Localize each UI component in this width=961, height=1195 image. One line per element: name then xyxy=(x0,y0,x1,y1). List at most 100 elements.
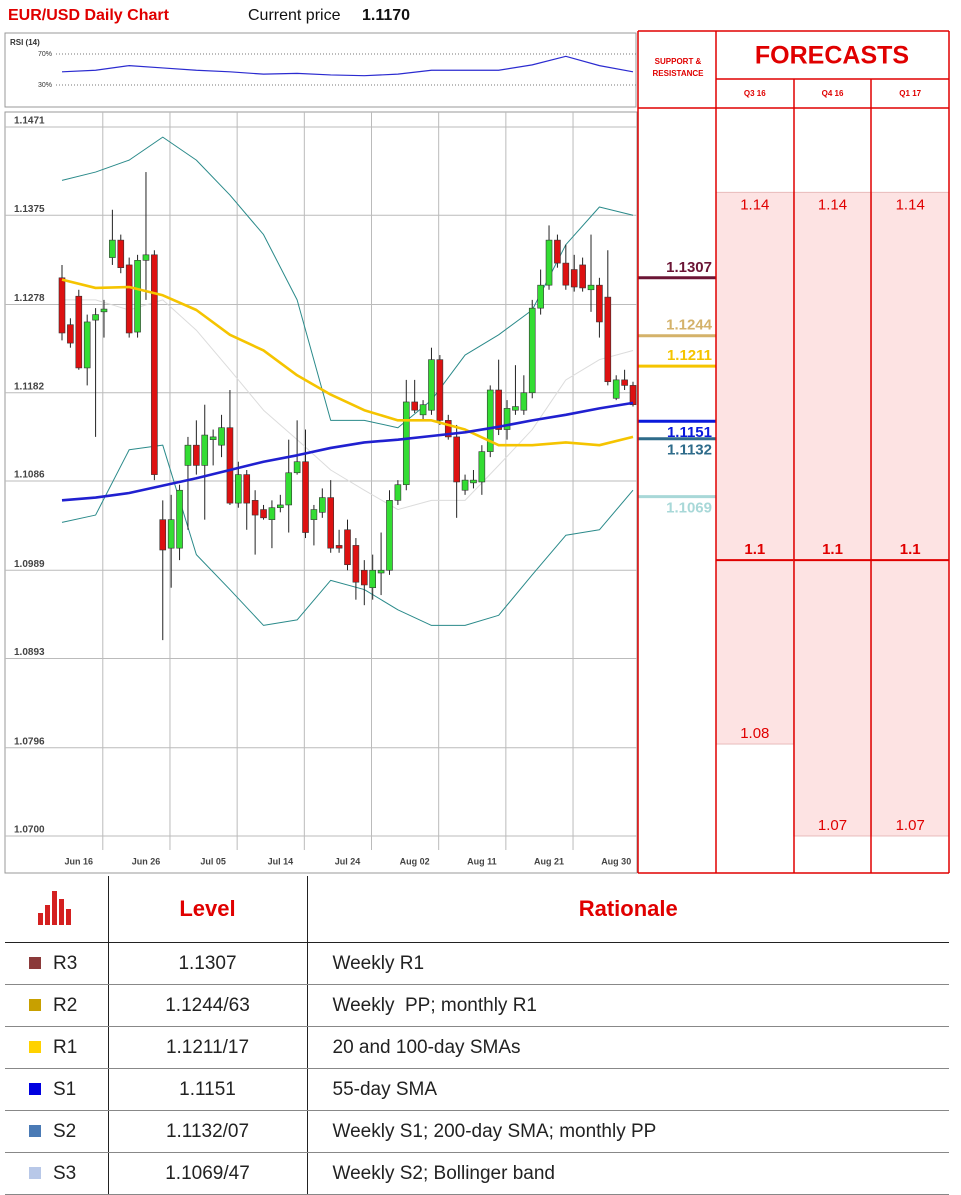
x-tick-label: Jun 26 xyxy=(132,856,161,866)
y-tick-label: 30% xyxy=(38,82,52,89)
level-label: 1.1132 xyxy=(667,442,712,459)
table-row: S1 1.1151 55-day SMA xyxy=(5,1068,949,1111)
row-name: S3 xyxy=(53,1162,77,1184)
candle-body xyxy=(419,404,427,416)
forecast-low: 1.07 xyxy=(818,817,847,834)
forecast-mid-label: 1.1 xyxy=(744,541,765,558)
row-name-cell: S2 xyxy=(5,1110,109,1153)
candle-body xyxy=(394,484,402,501)
color-swatch xyxy=(29,957,41,970)
candle-body xyxy=(579,264,586,289)
table-row: R3 1.1307 Weekly R1 xyxy=(5,942,949,985)
icon-bar xyxy=(38,913,44,925)
candle-body xyxy=(528,307,536,394)
forecast-high: 1.14 xyxy=(740,196,769,213)
candle-body xyxy=(251,500,259,516)
forecast-mid-label: 1.1 xyxy=(822,541,843,558)
x-tick-label: Aug 30 xyxy=(601,856,631,866)
table-row: S2 1.1132/07 Weekly S1; 200-day SMA; month… xyxy=(5,1110,949,1153)
table-row: S3 1.1069/47 Weekly S2; Bollinger band xyxy=(5,1152,949,1195)
row-name: S1 xyxy=(53,1078,77,1100)
candle-body xyxy=(461,479,469,491)
candle-body xyxy=(344,529,351,566)
candle-body xyxy=(285,472,293,506)
row-name: R3 xyxy=(53,952,78,974)
rsi-line xyxy=(61,55,634,77)
forecast-high: 1.14 xyxy=(896,196,925,213)
row-name-cell: R2 xyxy=(5,984,109,1027)
price-label: Current price xyxy=(248,7,341,24)
candle-body xyxy=(142,254,150,261)
candle-body xyxy=(167,519,175,549)
candle-body xyxy=(570,269,578,288)
candle-body xyxy=(310,509,318,520)
table-header-rationale: Rationale xyxy=(307,876,949,943)
bar-icon xyxy=(38,891,72,925)
color-swatch xyxy=(29,1167,41,1180)
candle-body xyxy=(545,239,553,286)
y-tick-label: 1.1278 xyxy=(14,293,45,304)
row-name-cell: R3 xyxy=(5,942,109,985)
row-rationale: Weekly S2; Bollinger band xyxy=(307,1152,949,1195)
level-label: 1.1069 xyxy=(666,500,712,517)
candle-body xyxy=(604,296,612,383)
candle-body xyxy=(428,359,435,411)
table-body: R3 1.1307 Weekly R1 R2 1.1244/63 Weekly PP; m… xyxy=(5,942,949,1195)
candle-body xyxy=(386,500,393,571)
color-swatch xyxy=(29,1041,41,1054)
row-level: 1.1069/47 xyxy=(108,1152,308,1195)
icon-bar xyxy=(45,905,51,925)
table-header: Level Rationale xyxy=(5,876,949,943)
candle-body xyxy=(235,474,242,504)
overlay-line xyxy=(61,278,634,447)
row-name: S2 xyxy=(53,1120,77,1142)
candle-body xyxy=(478,451,486,483)
candle-body xyxy=(201,434,209,466)
plot-frame xyxy=(4,111,638,874)
candle-body xyxy=(268,507,276,520)
y-tick-label: 1.1086 xyxy=(14,470,45,481)
y-tick-label: 1.1471 xyxy=(14,116,45,127)
page-title: EUR/USD Daily Chart xyxy=(8,7,170,24)
candle-body xyxy=(369,569,376,589)
candle-body xyxy=(411,401,418,411)
candle-body xyxy=(470,479,477,484)
candle-body xyxy=(75,295,83,369)
forecast-range xyxy=(793,191,872,837)
candle-body xyxy=(562,262,570,286)
candle-body xyxy=(193,444,200,466)
row-level: 1.1307 xyxy=(108,942,308,985)
candle-body xyxy=(134,260,141,333)
candle-body xyxy=(402,401,410,486)
candle-body xyxy=(436,359,444,421)
candle-body xyxy=(495,389,502,430)
candle-body xyxy=(125,264,133,334)
support-resistance-title: SUPPORT & RESISTANCE xyxy=(652,57,704,78)
color-swatch xyxy=(29,1083,41,1096)
candle-body xyxy=(327,497,335,549)
candle-body xyxy=(444,420,452,438)
candle-body xyxy=(360,569,368,586)
candle-body xyxy=(176,489,183,549)
candle-body xyxy=(520,392,528,411)
row-rationale: Weekly S1; 200-day SMA; monthly PP xyxy=(307,1110,949,1153)
y-tick-label: 1.0893 xyxy=(14,647,45,658)
level-label: 1.1151 xyxy=(667,424,712,441)
forecasts-title: FORECASTS xyxy=(755,42,909,70)
icon-bar xyxy=(52,891,58,925)
row-level: 1.1244/63 xyxy=(108,984,308,1027)
candle-body xyxy=(151,254,158,475)
candle-body xyxy=(277,504,284,509)
table-row: R2 1.1244/63 Weekly PP; monthly R1 xyxy=(5,984,949,1027)
x-tick-label: Jul 05 xyxy=(200,856,226,866)
candle-body xyxy=(293,461,301,474)
y-tick-label: 1.0796 xyxy=(14,736,45,747)
rsi-frame xyxy=(4,32,637,108)
panel-title: RSI (14) xyxy=(10,38,40,47)
forecast-low: 1.08 xyxy=(740,725,769,742)
row-name: R1 xyxy=(53,1036,78,1058)
candle-body xyxy=(100,308,108,313)
color-swatch xyxy=(29,1125,41,1138)
